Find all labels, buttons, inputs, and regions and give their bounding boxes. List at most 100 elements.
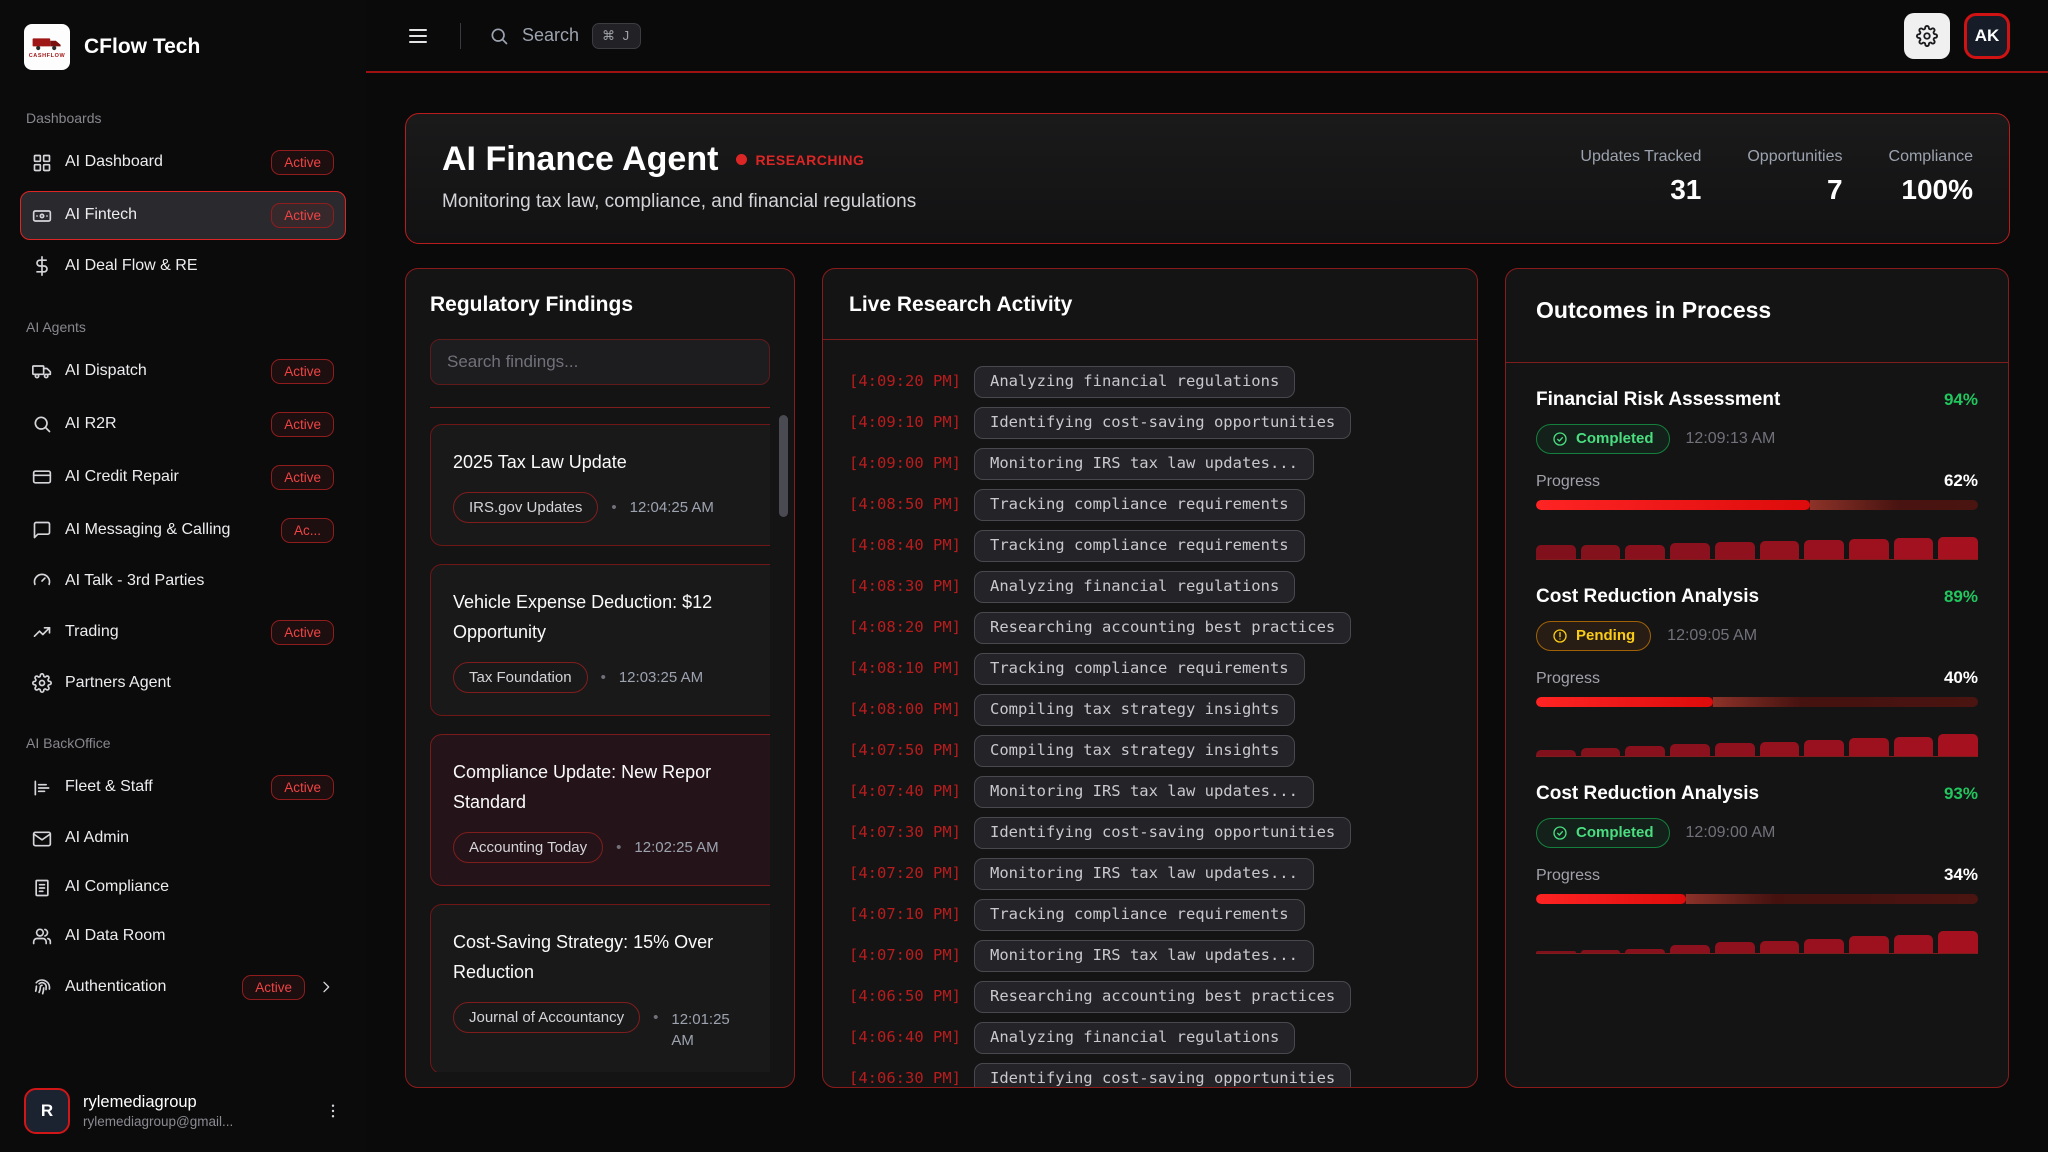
finding-card[interactable]: 2025 Tax Law Update IRS.gov Updates • 12…: [430, 424, 770, 546]
sidebar-item-label: AI Messaging & Calling: [65, 520, 268, 541]
status-text: Completed: [1576, 430, 1654, 447]
sidebar-item-label: AI Credit Repair: [65, 467, 258, 488]
finding-title: 2025 Tax Law Update: [453, 447, 770, 477]
sidebar-item[interactable]: AI Data Room: [20, 914, 346, 959]
live-research-activity-panel: Live Research Activity [4:09:20 PM] Anal…: [822, 268, 1478, 1088]
progress-percent: 62%: [1944, 471, 1978, 491]
sidebar-item[interactable]: AI Talk - 3rd Parties: [20, 559, 346, 604]
status-indicator: RESEARCHING: [736, 152, 864, 168]
brand-logo: CASHFLOW: [24, 24, 70, 70]
progress-label: Progress: [1536, 473, 1600, 491]
log-message: Monitoring IRS tax law updates...: [974, 776, 1314, 808]
dot-separator: •: [611, 492, 616, 516]
sidebar-item[interactable]: AI Compliance: [20, 865, 346, 910]
log-entry: [4:06:50 PM] Researching accounting best…: [849, 981, 1451, 1013]
banknote-icon: [32, 206, 52, 226]
user-profile[interactable]: R rylemediagroup rylemediagroup@gmail...: [20, 1078, 346, 1134]
log-entry: [4:09:10 PM] Identifying cost-saving opp…: [849, 407, 1451, 439]
status-badge: Completed: [1536, 818, 1670, 848]
progress-bar: [1536, 697, 1978, 707]
page-subtitle: Monitoring tax law, compliance, and fina…: [442, 191, 916, 213]
progress-bar-fill: [1536, 697, 1713, 707]
sidebar-item[interactable]: Trading Active: [20, 608, 346, 657]
finding-time: 12:01:25 AM: [671, 1002, 739, 1051]
log-timestamp: [4:08:50 PM]: [849, 489, 961, 513]
outcome-score: 89%: [1944, 587, 1978, 607]
sidebar-item[interactable]: Partners Agent: [20, 661, 346, 706]
account-avatar[interactable]: AK: [1964, 13, 2010, 59]
finding-card[interactable]: Compliance Update: New ReporStandard Acc…: [430, 734, 770, 886]
sidebar-item[interactable]: AI Fintech Active: [20, 191, 346, 240]
scrollbar-thumb[interactable]: [779, 415, 788, 517]
document-icon: [32, 878, 52, 898]
log-entry: [4:07:30 PM] Identifying cost-saving opp…: [849, 817, 1451, 849]
main-area: Search ⌘ J AK AI Finance Agent RESEARCHI…: [366, 0, 2048, 1152]
sidebar-item[interactable]: AI Admin: [20, 816, 346, 861]
topbar-divider: [460, 23, 461, 49]
stat-value: 100%: [1889, 174, 1973, 206]
stat: Opportunities 7: [1747, 148, 1842, 206]
sidebar-item[interactable]: AI Credit Repair Active: [20, 453, 346, 502]
panel-title: Regulatory Findings: [430, 293, 770, 317]
user-email: rylemediagroup@gmail...: [83, 1114, 233, 1129]
log-timestamp: [4:08:30 PM]: [849, 571, 961, 595]
finding-card[interactable]: Cost-Saving Strategy: 15% OverReduction …: [430, 904, 770, 1072]
status-badge: Pending: [1536, 621, 1651, 651]
sidebar-item[interactable]: AI Dispatch Active: [20, 347, 346, 396]
brand: CASHFLOW CFlow Tech: [24, 24, 342, 70]
grid-icon: [32, 153, 52, 173]
status-badge: Completed: [1536, 424, 1670, 454]
search-icon: [32, 414, 52, 434]
outcome-time: 12:09:00 AM: [1686, 824, 1776, 842]
status-dot-icon: [736, 154, 747, 165]
activity-log: [4:09:20 PM] Analyzing financial regulat…: [823, 340, 1477, 1088]
log-timestamp: [4:08:10 PM]: [849, 653, 961, 677]
page-title: AI Finance Agent: [442, 140, 718, 179]
sidebar-item[interactable]: AI Deal Flow & RE: [20, 244, 346, 289]
log-message: Compiling tax strategy insights: [974, 694, 1295, 726]
status-text: Pending: [1576, 627, 1635, 644]
log-timestamp: [4:09:00 PM]: [849, 448, 961, 472]
stat-value: 31: [1580, 174, 1701, 206]
sidebar-item[interactable]: AI Dashboard Active: [20, 138, 346, 187]
sidebar-item[interactable]: Fleet & Staff Active: [20, 763, 346, 812]
dots-vertical-icon[interactable]: [324, 1102, 342, 1120]
sidebar-item[interactable]: Authentication Active: [20, 963, 346, 1012]
active-badge: Active: [271, 620, 334, 645]
sidebar-item-label: AI Compliance: [65, 877, 334, 898]
finding-time: 12:02:25 AM: [634, 832, 718, 856]
log-timestamp: [4:07:40 PM]: [849, 776, 961, 800]
findings-search-input[interactable]: [430, 339, 770, 385]
log-entry: [4:08:00 PM] Compiling tax strategy insi…: [849, 694, 1451, 726]
finding-card[interactable]: Vehicle Expense Deduction: $12Opportunit…: [430, 564, 770, 716]
app-title: CFlow Tech: [84, 35, 200, 59]
log-message: Monitoring IRS tax law updates...: [974, 448, 1314, 480]
sidebar-item-label: AI Dashboard: [65, 152, 258, 173]
chevron-right-icon: [318, 979, 334, 995]
check-circle-icon: [1552, 431, 1568, 447]
log-entry: [4:06:30 PM] Identifying cost-saving opp…: [849, 1063, 1451, 1088]
log-timestamp: [4:07:00 PM]: [849, 940, 961, 964]
log-entry: [4:08:40 PM] Tracking compliance require…: [849, 530, 1451, 562]
brand-logo-text: CASHFLOW: [29, 53, 66, 59]
finding-time: 12:03:25 AM: [619, 662, 703, 686]
log-timestamp: [4:06:30 PM]: [849, 1063, 961, 1087]
sidebar-item[interactable]: AI R2R Active: [20, 400, 346, 449]
log-message: Monitoring IRS tax law updates...: [974, 858, 1314, 890]
sidebar-item[interactable]: AI Messaging & Calling Ac...: [20, 506, 346, 555]
sidebar-item-label: AI Deal Flow & RE: [65, 256, 334, 277]
truck-logo-icon: [31, 36, 63, 52]
credit-card-icon: [32, 467, 52, 487]
trend-icon: [32, 622, 52, 642]
settings-button[interactable]: [1904, 13, 1950, 59]
outcome-item: Financial Risk Assessment 94% Completed …: [1536, 363, 1978, 560]
log-message: Analyzing financial regulations: [974, 1022, 1295, 1054]
content: AI Finance Agent RESEARCHING Monitoring …: [366, 73, 2048, 1088]
progress-bar: [1536, 500, 1978, 510]
log-message: Identifying cost-saving opportunities: [974, 1063, 1351, 1088]
outcome-score: 93%: [1944, 784, 1978, 804]
menu-button[interactable]: [406, 24, 430, 48]
outcome-name: Financial Risk Assessment: [1536, 389, 1780, 411]
global-search[interactable]: Search ⌘ J: [489, 23, 641, 49]
agent-header-card: AI Finance Agent RESEARCHING Monitoring …: [405, 113, 2010, 244]
